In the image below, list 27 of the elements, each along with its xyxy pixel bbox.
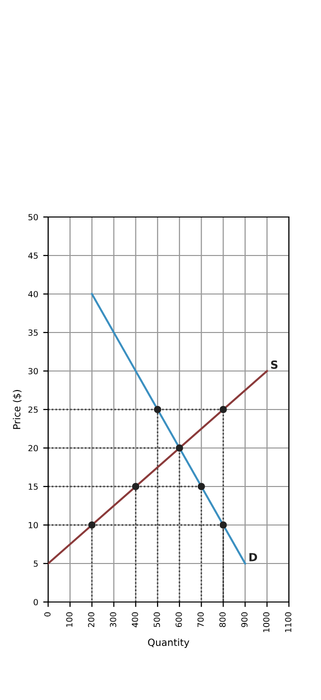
x-tick-label: 1100 (285, 612, 292, 632)
y-tick-label: 45 (28, 252, 38, 259)
x-tick-label: 700 (197, 612, 204, 627)
series-label: D (249, 553, 258, 562)
y-tick-label: 40 (28, 290, 38, 298)
y-tick-label: 20 (28, 444, 38, 452)
x-tick-label: 100 (66, 612, 72, 627)
x-axis-title: Quantity (148, 638, 190, 648)
x-tick-label: 900 (241, 612, 248, 628)
x-tick-label: 200 (88, 612, 94, 628)
x-tick-label: 500 (154, 612, 160, 627)
y-tick-label: 35 (28, 329, 38, 336)
y-tick-label: 0 (34, 598, 38, 606)
y-axis-title: Price ($) (12, 390, 22, 429)
x-tick-label: 0 (44, 612, 51, 616)
y-tick-label: 10 (28, 522, 38, 528)
series-label: S (271, 360, 278, 369)
x-tick-label: 300 (110, 612, 116, 627)
x-tick-label: 600 (176, 612, 182, 628)
y-tick-label: 5 (34, 560, 38, 567)
y-tick-label: 25 (28, 406, 38, 413)
y-tick-label: 15 (28, 484, 38, 490)
x-tick-label: 800 (219, 612, 226, 628)
x-tick-label: 1000 (263, 612, 270, 632)
x-tick-label: 400 (132, 612, 138, 628)
y-tick-label: 50 (28, 214, 38, 220)
y-tick-label: 30 (28, 368, 38, 374)
